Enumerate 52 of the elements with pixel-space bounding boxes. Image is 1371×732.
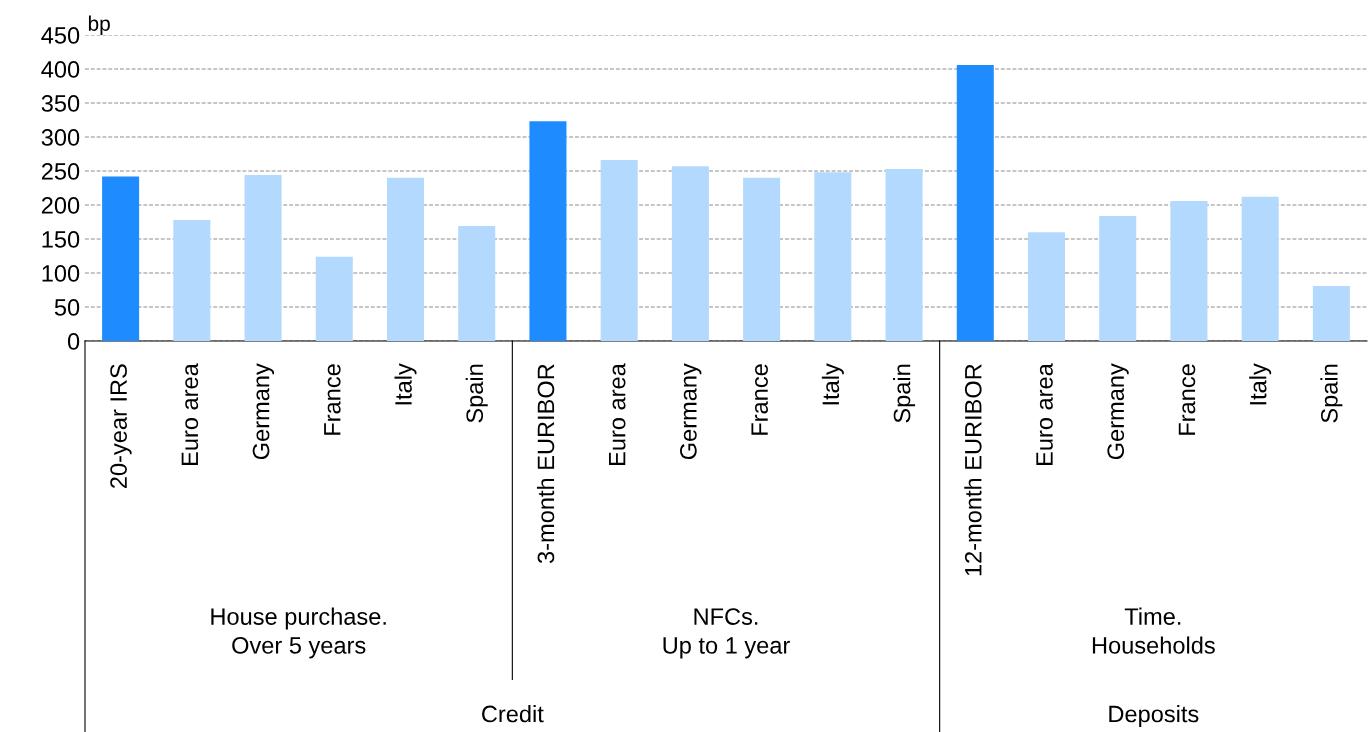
y-tick-label: 350: [41, 95, 80, 112]
x-tick-label: Italy: [394, 363, 417, 405]
x-tick-label: 20-year IRS: [110, 364, 132, 488]
x-tick-label: Italy: [1249, 363, 1272, 405]
y-tick-label: 50: [54, 299, 80, 316]
bar: [885, 168, 923, 341]
y-tick-label: 100: [42, 265, 80, 282]
bar: [956, 64, 994, 341]
bar: [1170, 200, 1208, 341]
bar: [1312, 285, 1350, 341]
bar: [458, 226, 496, 341]
y-axis-title: bp: [88, 15, 110, 35]
text: House purchase. Over 5 years: [211, 607, 386, 659]
x-tick-label: France: [324, 364, 341, 435]
x-tick-label: Germany: [252, 363, 275, 460]
text: Deposits: [1109, 704, 1199, 728]
y-tick-label: 150: [42, 231, 80, 248]
bar: [529, 121, 567, 341]
bar: [1099, 215, 1137, 341]
x-tick-label: France: [751, 364, 768, 435]
x-tick-label: 12-month EURIBOR: [964, 364, 982, 576]
bar: [102, 176, 140, 341]
bar: [1241, 196, 1279, 341]
text: Credit: [482, 704, 544, 723]
bar: [315, 256, 353, 341]
bar: [814, 172, 852, 341]
bar: [386, 177, 425, 341]
y-tick-label: 200: [41, 197, 80, 214]
x-tick-label: Italy: [821, 363, 844, 405]
bar: [1027, 232, 1066, 341]
x-tick-label: Spain: [465, 364, 488, 423]
x-tick-label: Spain: [893, 364, 916, 423]
bar: [244, 175, 282, 341]
y-tick-label: 300: [41, 129, 80, 146]
x-tick-label: Germany: [1107, 363, 1129, 460]
y-tick-label: 250: [41, 163, 80, 180]
x-tick-label: Germany: [680, 363, 702, 460]
y-tick-label: 450: [41, 27, 80, 44]
text: NFCs. Up to 1 year: [663, 608, 790, 659]
bar: [600, 160, 638, 341]
x-tick-label: Euro area: [1036, 363, 1053, 465]
y-tick-label: 0: [67, 333, 80, 350]
bar: [743, 177, 781, 341]
x-tick-label: 3-month EURIBOR: [536, 364, 555, 564]
x-tick-label: Spain: [1320, 364, 1343, 423]
bar: [173, 219, 211, 341]
text: Time. Households: [1092, 607, 1215, 654]
bar: [671, 166, 709, 341]
x-tick-label: Euro area: [181, 363, 199, 465]
y-tick-label: 400: [41, 61, 80, 78]
x-tick-label: Euro area: [609, 363, 626, 465]
x-tick-label: France: [1178, 364, 1196, 435]
